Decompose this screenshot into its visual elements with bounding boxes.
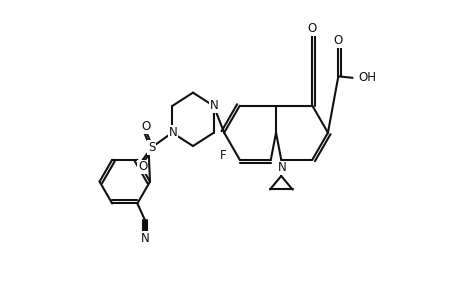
Text: O: O	[334, 34, 343, 47]
Text: S: S	[148, 141, 155, 154]
Text: N: N	[140, 232, 149, 245]
Text: O: O	[138, 160, 147, 173]
Text: O: O	[308, 22, 317, 35]
Text: O: O	[141, 120, 150, 133]
Text: OH: OH	[359, 71, 377, 84]
Text: N: N	[210, 99, 219, 112]
Text: F: F	[220, 149, 227, 162]
Text: N: N	[278, 161, 287, 174]
Text: N: N	[169, 126, 177, 139]
